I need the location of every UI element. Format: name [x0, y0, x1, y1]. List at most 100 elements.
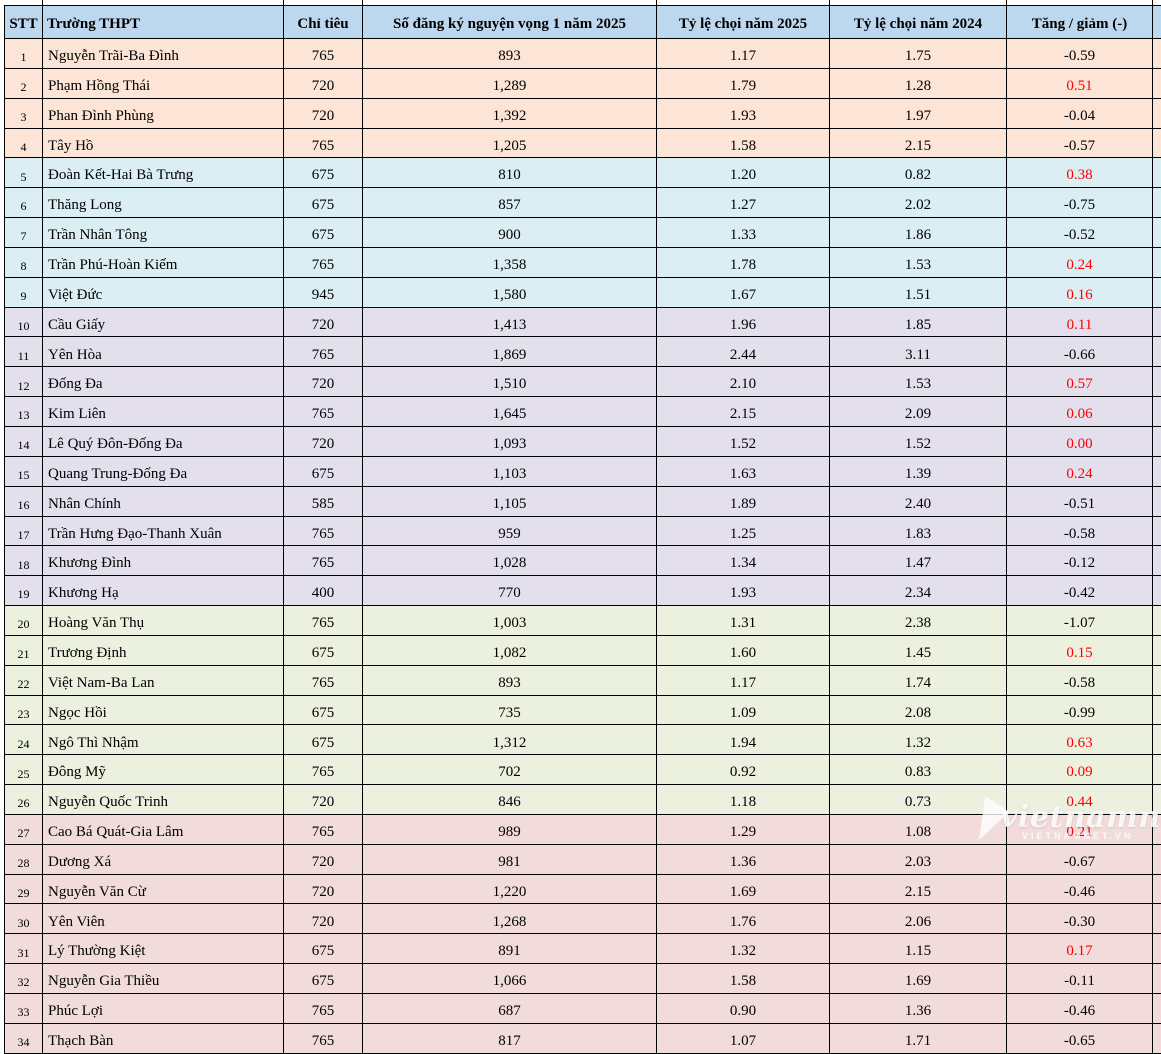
cell-delta: -0.46	[1007, 994, 1153, 1024]
cell-ratio-2025: 1.32	[657, 934, 830, 964]
cell-stt: 33	[5, 994, 43, 1024]
cell-ratio-2024: 1.75	[830, 39, 1007, 69]
cell-quota: 765	[284, 516, 363, 546]
cell-stt: 22	[5, 665, 43, 695]
cell-spill	[1153, 98, 1161, 128]
table-row: 20 Hoàng Văn Thụ 765 1,003 1.31 2.38 -1.…	[5, 606, 1161, 636]
cell-spill	[1153, 695, 1161, 725]
cell-delta: -0.46	[1007, 874, 1153, 904]
cell-ratio-2025: 1.07	[657, 1023, 830, 1053]
cell-ratio-2024: 1.51	[830, 277, 1007, 307]
cell-delta: -0.58	[1007, 665, 1153, 695]
cell-delta: -1.07	[1007, 606, 1153, 636]
header-school: Trường THPT	[43, 6, 284, 39]
cell-ratio-2025: 1.52	[657, 426, 830, 456]
cell-quota: 765	[284, 39, 363, 69]
table-row: 23 Ngọc Hồi 675 735 1.09 2.08 -0.99	[5, 695, 1161, 725]
cell-stt: 21	[5, 635, 43, 665]
table-row: 25 Đông Mỹ 765 702 0.92 0.83 0.09	[5, 755, 1161, 785]
cell-ratio-2024: 1.47	[830, 546, 1007, 576]
cell-registrations: 981	[363, 844, 657, 874]
cell-ratio-2024: 1.69	[830, 964, 1007, 994]
cell-stt: 18	[5, 546, 43, 576]
cell-spill	[1153, 844, 1161, 874]
cell-delta: -0.65	[1007, 1023, 1153, 1053]
cell-delta: 0.17	[1007, 934, 1153, 964]
cell-school-name: Việt Nam-Ba Lan	[43, 665, 284, 695]
cell-delta: -0.51	[1007, 486, 1153, 516]
cell-registrations: 857	[363, 188, 657, 218]
cell-spill	[1153, 994, 1161, 1024]
header-stt: STT	[5, 6, 43, 39]
table-row: 26 Nguyễn Quốc Trinh 720 846 1.18 0.73 0…	[5, 785, 1161, 815]
cell-stt: 16	[5, 486, 43, 516]
cell-spill	[1153, 337, 1161, 367]
cell-school-name: Đoàn Kết-Hai Bà Trưng	[43, 158, 284, 188]
cell-spill	[1153, 39, 1161, 69]
cell-school-name: Trần Hưng Đạo-Thanh Xuân	[43, 516, 284, 546]
cell-ratio-2024: 1.53	[830, 247, 1007, 277]
cell-ratio-2024: 1.39	[830, 456, 1007, 486]
cell-ratio-2025: 1.93	[657, 98, 830, 128]
cell-delta: 0.09	[1007, 755, 1153, 785]
cell-delta: -0.52	[1007, 218, 1153, 248]
cell-school-name: Thăng Long	[43, 188, 284, 218]
cell-school-name: Hoàng Văn Thụ	[43, 606, 284, 636]
cell-registrations: 1,358	[363, 247, 657, 277]
cell-ratio-2024: 1.83	[830, 516, 1007, 546]
header-row: STT Trường THPT Chỉ tiêu Số đăng ký nguy…	[5, 6, 1161, 39]
cell-ratio-2025: 1.34	[657, 546, 830, 576]
cell-stt: 25	[5, 755, 43, 785]
cell-ratio-2024: 3.11	[830, 337, 1007, 367]
table-row: 34 Thạch Bàn 765 817 1.07 1.71 -0.65	[5, 1023, 1161, 1053]
cell-spill	[1153, 456, 1161, 486]
cell-registrations: 1,003	[363, 606, 657, 636]
cell-registrations: 1,028	[363, 546, 657, 576]
cell-school-name: Lê Quý Đôn-Đống Đa	[43, 426, 284, 456]
table-row: 21 Trương Định 675 1,082 1.60 1.45 0.15	[5, 635, 1161, 665]
table-row: 2 Phạm Hồng Thái 720 1,289 1.79 1.28 0.5…	[5, 68, 1161, 98]
cell-stt: 5	[5, 158, 43, 188]
cell-school-name: Ngô Thì Nhậm	[43, 725, 284, 755]
cell-spill	[1153, 755, 1161, 785]
cell-delta: -0.66	[1007, 337, 1153, 367]
cell-spill	[1153, 904, 1161, 934]
cell-delta: -0.11	[1007, 964, 1153, 994]
cell-quota: 720	[284, 904, 363, 934]
cell-stt: 13	[5, 397, 43, 427]
cell-school-name: Việt Đức	[43, 277, 284, 307]
cell-ratio-2024: 2.06	[830, 904, 1007, 934]
cell-ratio-2025: 1.18	[657, 785, 830, 815]
cell-stt: 23	[5, 695, 43, 725]
cell-registrations: 1,510	[363, 367, 657, 397]
table-row: 4 Tây Hồ 765 1,205 1.58 2.15 -0.57	[5, 128, 1161, 158]
cell-spill	[1153, 606, 1161, 636]
table-row: 31 Lý Thường Kiệt 675 891 1.32 1.15 0.17	[5, 934, 1161, 964]
cell-ratio-2025: 1.36	[657, 844, 830, 874]
cell-stt: 14	[5, 426, 43, 456]
cell-stt: 28	[5, 844, 43, 874]
cell-spill	[1153, 576, 1161, 606]
cell-ratio-2025: 1.67	[657, 277, 830, 307]
cell-quota: 675	[284, 158, 363, 188]
cell-quota: 765	[284, 397, 363, 427]
cell-school-name: Tây Hồ	[43, 128, 284, 158]
cell-delta: 0.24	[1007, 247, 1153, 277]
cell-ratio-2025: 1.31	[657, 606, 830, 636]
cell-ratio-2024: 1.53	[830, 367, 1007, 397]
cell-registrations: 1,105	[363, 486, 657, 516]
table-row: 14 Lê Quý Đôn-Đống Đa 720 1,093 1.52 1.5…	[5, 426, 1161, 456]
cell-quota: 765	[284, 994, 363, 1024]
cell-ratio-2024: 2.09	[830, 397, 1007, 427]
cell-spill	[1153, 635, 1161, 665]
cell-registrations: 891	[363, 934, 657, 964]
table-row: 10 Cầu Giấy 720 1,413 1.96 1.85 0.11	[5, 307, 1161, 337]
cell-spill	[1153, 874, 1161, 904]
cell-school-name: Phan Đình Phùng	[43, 98, 284, 128]
cell-stt: 24	[5, 725, 43, 755]
cell-ratio-2024: 1.86	[830, 218, 1007, 248]
cell-quota: 720	[284, 98, 363, 128]
table-row: 12 Đống Đa 720 1,510 2.10 1.53 0.57	[5, 367, 1161, 397]
table-row: 33 Phúc Lợi 765 687 0.90 1.36 -0.46	[5, 994, 1161, 1024]
cell-ratio-2025: 0.90	[657, 994, 830, 1024]
